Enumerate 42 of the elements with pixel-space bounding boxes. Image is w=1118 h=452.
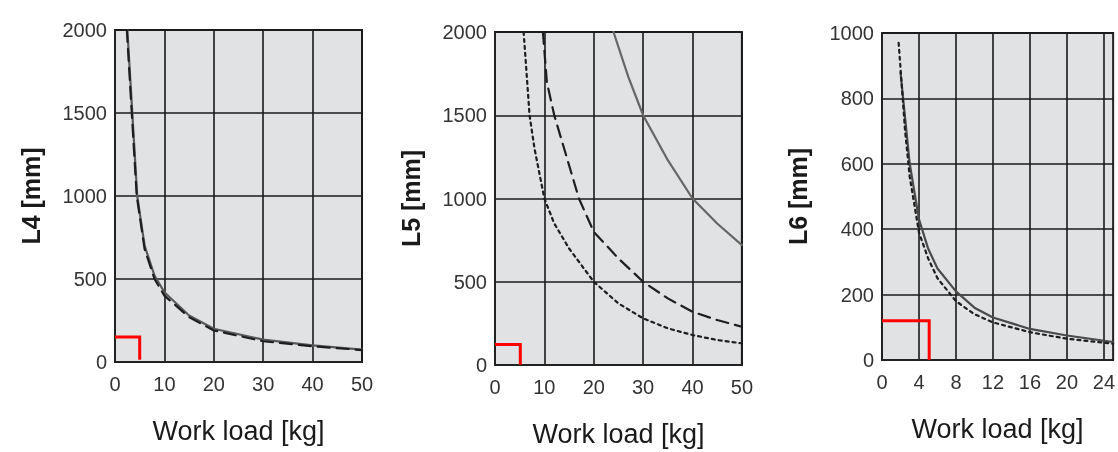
y-axis-title: L6 [mm] (783, 147, 812, 246)
x-tick-label: 30 (252, 373, 275, 395)
y-tick-label: 0 (95, 351, 107, 373)
x-axis-title: Work load [kg] (532, 418, 705, 449)
y-tick-label: 1000 (62, 185, 107, 207)
y-axis-title: L5 [mm] (396, 149, 425, 248)
y-tick-label: 0 (475, 354, 487, 376)
y-tick-label: 2000 (62, 19, 107, 41)
x-tick-label: 20 (1055, 371, 1079, 393)
x-tick-label: 8 (950, 371, 962, 393)
y-tick-label: 1500 (62, 102, 107, 124)
y-tick-label: 2000 (442, 21, 487, 43)
x-tick-label: 24 (1092, 371, 1115, 393)
x-tick-label: 40 (681, 376, 704, 398)
x-tick-label: 30 (632, 376, 655, 398)
x-tick-label: 20 (202, 373, 225, 395)
x-tick-label: 12 (981, 371, 1005, 393)
line-series (612, 30, 743, 247)
y-tick-label: 500 (453, 270, 487, 293)
x-tick-label: 50 (730, 376, 753, 398)
x-tick-label: 10 (153, 373, 176, 395)
y-axis-title: L4 [mm] (16, 147, 45, 245)
x-tick-label: 0 (109, 373, 121, 395)
y-tick-label: 1000 (442, 187, 487, 210)
x-tick-label: 50 (350, 373, 374, 395)
x-tick-label: 0 (876, 371, 888, 393)
y-tick-label: 1500 (442, 104, 487, 127)
x-axis-title: Work load [kg] (152, 415, 325, 446)
y-tick-label: 1000 (829, 22, 874, 44)
y-tick-label: 0 (862, 349, 874, 371)
y-tick-label: 600 (840, 152, 874, 175)
x-tick-label: 0 (489, 376, 501, 398)
x-tick-label: 16 (1018, 371, 1042, 393)
x-tick-label: 40 (301, 373, 324, 395)
y-tick-label: 500 (73, 268, 107, 290)
x-tick-label: 20 (582, 376, 605, 398)
x-tick-label: 10 (533, 376, 556, 398)
y-tick-label: 200 (840, 283, 874, 306)
y-tick-label: 800 (840, 87, 874, 110)
x-axis-title: Work load [kg] (911, 413, 1084, 444)
x-tick-label: 4 (913, 371, 925, 393)
y-tick-label: 400 (840, 218, 874, 241)
